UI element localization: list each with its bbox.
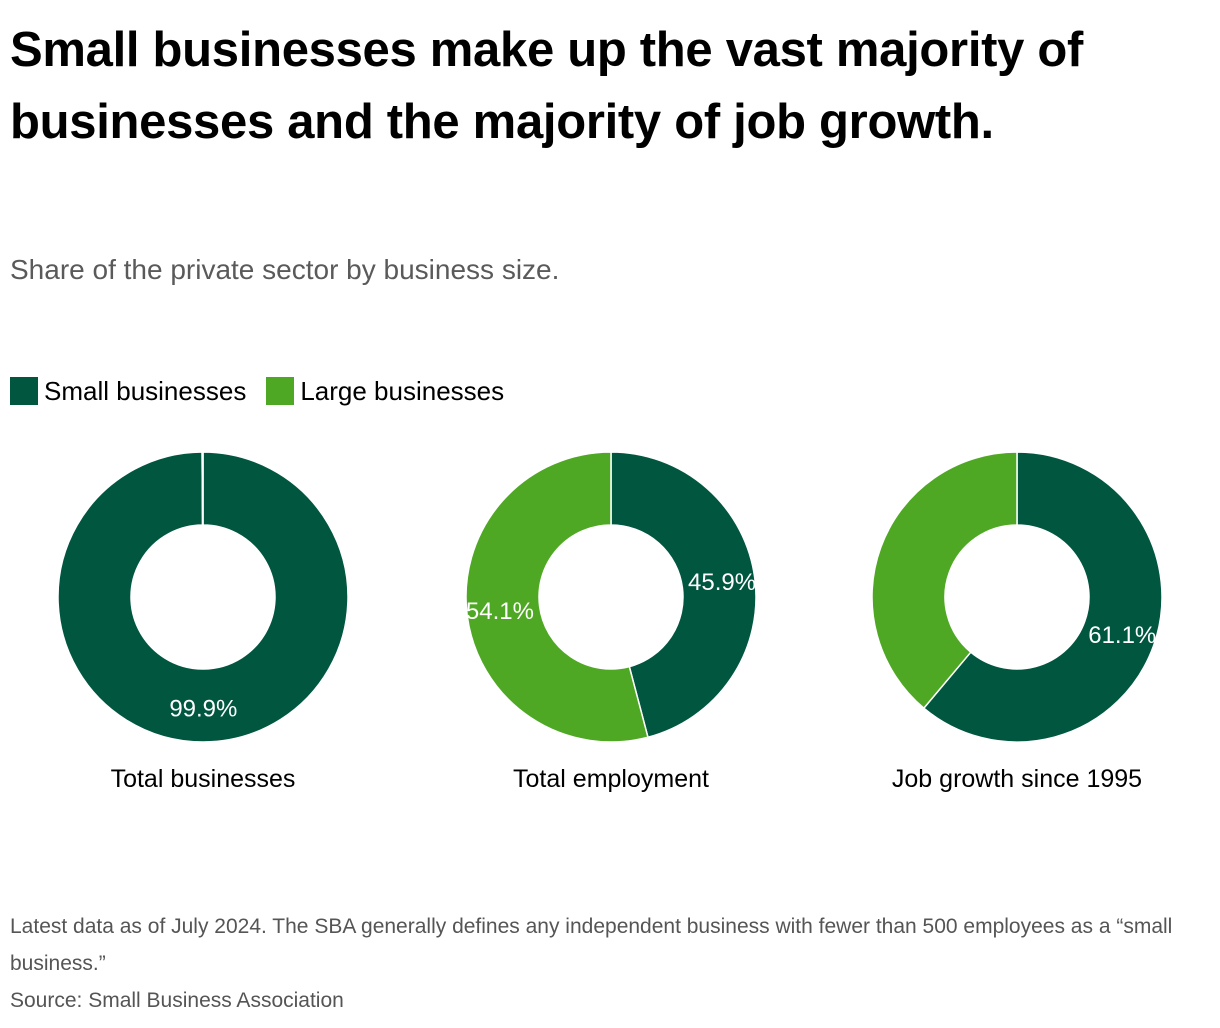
legend-swatch-large xyxy=(266,377,295,405)
donut-total-businesses: 99.9% Total businesses xyxy=(57,451,349,793)
data-label-total-employment-large-businesses: 54.1% xyxy=(466,598,534,625)
source-note: Source: Small Business Association xyxy=(10,989,344,1012)
data-label-job-growth-since-1995-small-businesses: 61.1% xyxy=(1088,622,1156,649)
slice-total-employment-large-businesses xyxy=(465,451,649,743)
data-label-total-employment-small-businesses: 45.9% xyxy=(688,569,756,596)
donut-label-total-employment: Total employment xyxy=(513,765,709,793)
legend-label-large: Large businesses xyxy=(300,376,505,406)
legend-item-small: Small businesses xyxy=(10,376,246,406)
legend-label-small: Small businesses xyxy=(44,376,247,406)
legend-item-large: Large businesses xyxy=(266,376,504,406)
legend-swatch-small xyxy=(10,377,38,405)
chart-title: Small businesses make up the vast majori… xyxy=(10,23,1084,149)
chart-subtitle: Share of the private sector by business … xyxy=(10,254,560,285)
donut-total-employment: 45.9% 54.1% Total employment xyxy=(465,451,757,793)
donut-label-total-businesses: Total businesses xyxy=(111,765,296,793)
donut-label-job-growth-since-1995: Job growth since 1995 xyxy=(892,765,1142,793)
slice-job-growth-since-1995-large-businesses xyxy=(871,451,1018,709)
donut-charts: 99.9% Total businesses 45.9% 54.1% Total emp… xyxy=(0,440,1220,820)
legend: Small businesses Large businesses xyxy=(10,376,524,406)
slice-total-employment-small-businesses xyxy=(610,451,757,738)
donut-charts-svg: 99.9% Total businesses 45.9% 54.1% Total emp… xyxy=(57,451,1163,793)
footnote: Latest data as of July 2024. The SBA gen… xyxy=(10,915,1173,975)
chart-notes: Latest data as of July 2024. The SBA gen… xyxy=(10,908,1200,1019)
data-label-total-businesses-small-businesses: 99.9% xyxy=(169,695,237,722)
donut-job-growth-since-1995: 61.1% Job growth since 1995 xyxy=(871,451,1163,793)
slice-total-businesses-small-businesses xyxy=(57,451,349,743)
slice-total-businesses-large-businesses xyxy=(201,451,204,526)
slice-job-growth-since-1995-small-businesses xyxy=(923,451,1163,743)
